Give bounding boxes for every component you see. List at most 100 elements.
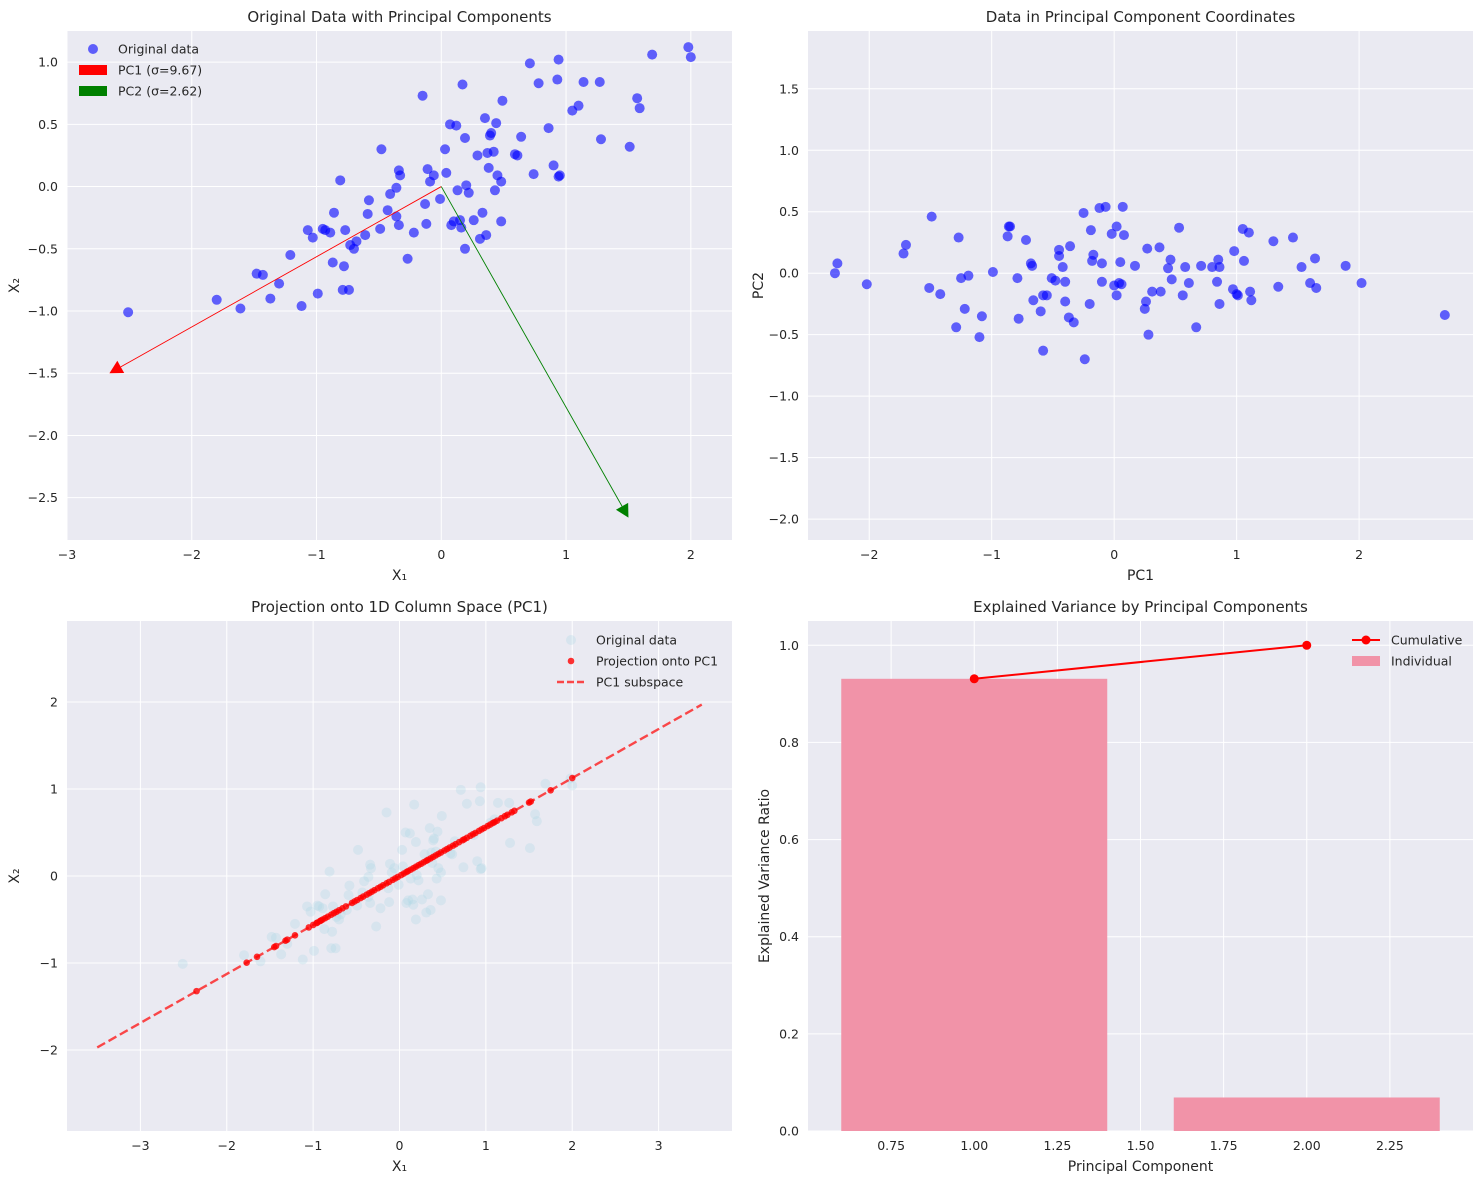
panel-original-data: −3 −2 −1 0 1 2 −2.5 −2.0 −1.5 −1.0 −0.5 0.0 0.5 1.0 O…: [7, 8, 732, 584]
data-point: [211, 294, 222, 305]
data-point: [376, 144, 387, 155]
cumulative-point: [1302, 640, 1312, 650]
data-point: [1311, 282, 1322, 293]
data-point: [463, 187, 474, 198]
panel-explained-variance: 0.75 1.00 1.25 1.50 1.75 2.00 2.25 0.0 0.2 0.4 0.6…: [757, 598, 1473, 1175]
original-point: [455, 784, 466, 795]
original-point: [393, 879, 404, 890]
data-point: [1268, 236, 1279, 247]
data-point: [1085, 225, 1096, 236]
data-point: [1439, 310, 1450, 321]
ticks-variance: 0.75 1.00 1.25 1.50 1.75 2.00 2.25 0.0 0.2 0.4 0.6…: [779, 638, 1404, 1153]
x-tick-label: 2.25: [1376, 1138, 1404, 1153]
data-point: [1245, 286, 1256, 297]
legend-label: PC1 (σ=9.67): [118, 63, 202, 78]
data-point: [343, 284, 354, 295]
data-point: [1147, 286, 1158, 297]
legend-marker: [88, 44, 98, 54]
data-point: [1310, 253, 1321, 264]
original-point: [424, 823, 435, 834]
data-point: [496, 216, 507, 227]
x-tick-label: 2: [1355, 547, 1363, 562]
data-point: [338, 261, 349, 272]
data-point: [312, 288, 323, 299]
original-point: [384, 897, 395, 908]
xlabel-original: X₁: [392, 568, 407, 584]
marks-projection: [96, 703, 703, 1049]
projection-point: [193, 987, 200, 995]
data-point: [1196, 260, 1207, 271]
data-point: [1143, 329, 1154, 340]
data-point: [307, 232, 318, 243]
data-point: [1174, 222, 1185, 233]
data-point: [285, 250, 296, 261]
original-point: [344, 880, 355, 891]
original-point: [381, 807, 392, 818]
legend-label: PC1 subspace: [596, 675, 684, 690]
legend-patch: [1352, 656, 1380, 666]
data-point: [1246, 295, 1257, 306]
legend-marker: [567, 657, 575, 665]
xlabel-pc: PC1: [1127, 568, 1154, 584]
original-point: [297, 954, 308, 965]
data-point: [1287, 232, 1298, 243]
original-point: [290, 918, 300, 929]
data-point: [488, 146, 499, 157]
x-tick-label: 1.25: [1043, 1138, 1071, 1153]
data-point: [578, 77, 589, 88]
original-point: [386, 867, 397, 878]
original-point: [276, 949, 287, 960]
data-point: [328, 207, 339, 218]
data-point: [553, 54, 564, 65]
original-point: [540, 778, 551, 789]
data-point: [1273, 281, 1284, 292]
data-point: [408, 227, 419, 238]
y-tick-label: −2: [40, 1043, 58, 1058]
data-point: [428, 170, 439, 181]
data-point: [533, 78, 544, 89]
data-point: [422, 164, 433, 175]
marks-pc: [829, 201, 1450, 365]
x-tick-label: −1: [307, 547, 325, 562]
data-point: [1041, 290, 1052, 301]
x-tick-label: 2: [687, 547, 695, 562]
legend-label: Individual: [1391, 654, 1452, 669]
data-point: [1214, 298, 1225, 309]
y-tick-label: 0.0: [38, 179, 58, 194]
x-tick-label: −1: [982, 547, 1000, 562]
y-tick-label: −1.0: [769, 389, 799, 404]
data-point: [441, 167, 452, 178]
data-point: [302, 225, 313, 236]
original-point: [567, 780, 578, 791]
x-tick-label: 0.75: [877, 1138, 905, 1153]
data-point: [935, 289, 946, 300]
data-point: [486, 128, 497, 139]
original-point: [461, 798, 472, 809]
original-point: [429, 833, 440, 844]
ylabel-pc: PC2: [751, 272, 767, 299]
grid-original: [66, 31, 732, 540]
original-point: [366, 863, 376, 874]
y-tick-label: −1.0: [28, 304, 58, 319]
data-point: [360, 230, 371, 241]
original-point: [432, 826, 443, 837]
data-point: [393, 220, 404, 231]
data-point: [552, 74, 563, 85]
y-tick-label: 0: [50, 869, 58, 884]
data-point: [235, 303, 246, 314]
legend-label: PC2 (σ=2.62): [118, 84, 202, 99]
data-point: [1027, 260, 1038, 271]
title-projection: Projection onto 1D Column Space (PC1): [251, 598, 548, 616]
original-point: [359, 876, 370, 887]
original-point: [428, 835, 439, 846]
ticks-original: −3 −2 −1 0 1 2 −2.5 −2.0 −1.5 −1.0 −0.5 0.0 0.5 1.0: [28, 55, 695, 562]
original-point: [302, 901, 313, 912]
data-point: [1180, 262, 1191, 273]
data-point: [1155, 286, 1166, 297]
data-point: [395, 170, 406, 181]
data-point: [543, 123, 554, 134]
original-point: [404, 828, 415, 839]
data-point: [1238, 255, 1249, 266]
data-point: [457, 79, 468, 90]
original-point: [416, 894, 427, 905]
